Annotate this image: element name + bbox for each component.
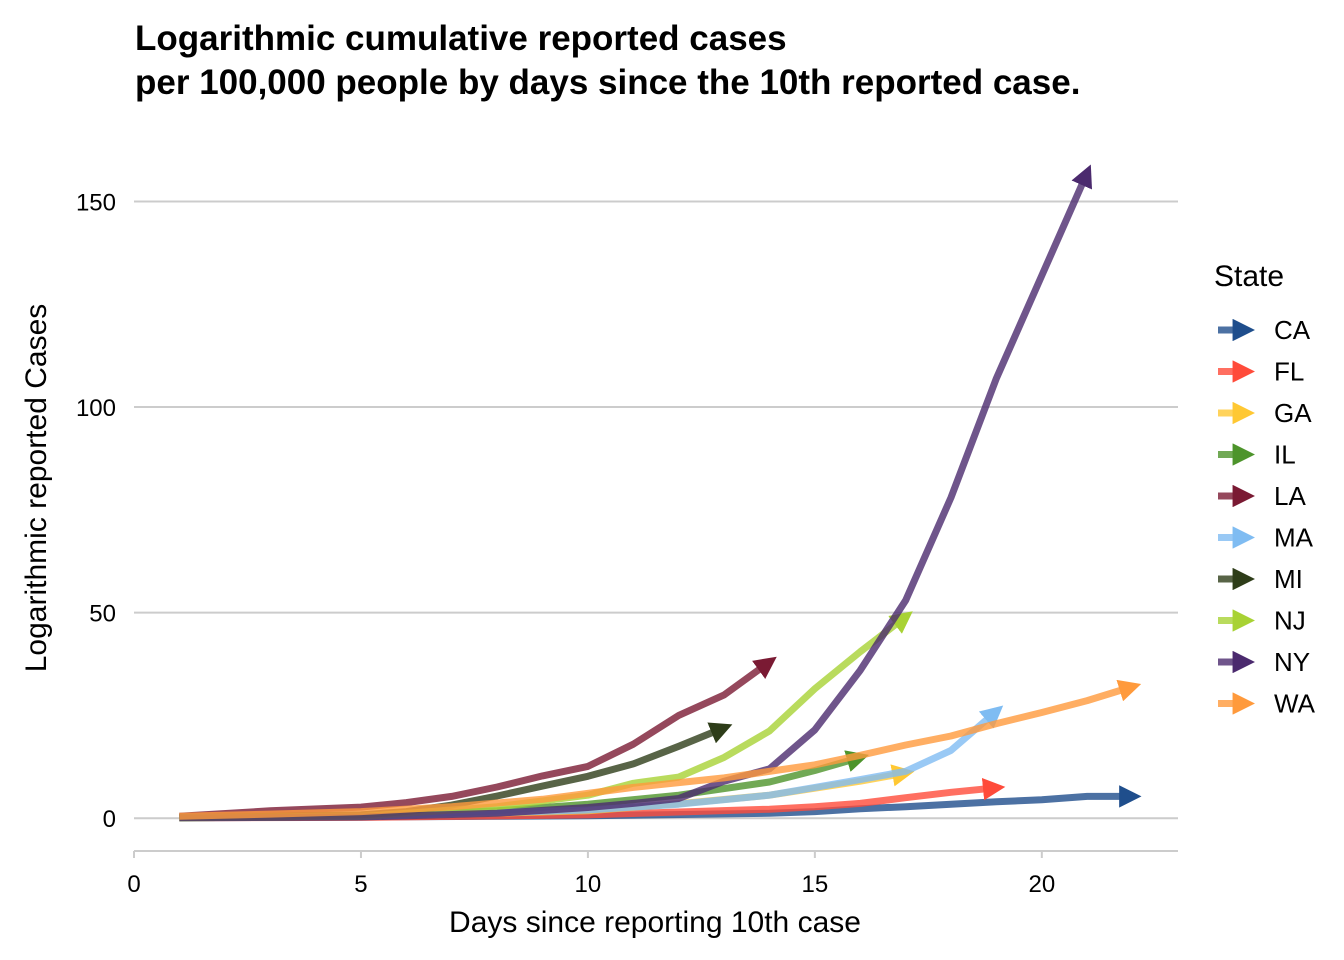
legend-label-nj: NJ bbox=[1274, 606, 1306, 636]
series-lines bbox=[179, 164, 1142, 822]
y-tick-label: 50 bbox=[89, 601, 116, 628]
x-tick-label: 10 bbox=[575, 871, 602, 898]
y-tick-label: 0 bbox=[103, 806, 116, 833]
legend-label-la: LA bbox=[1274, 481, 1306, 511]
x-tick-label: 0 bbox=[127, 871, 140, 898]
series-line-ny bbox=[179, 164, 1093, 822]
x-axis: 0 5 10 15 20 bbox=[127, 850, 1178, 898]
y-axis: 0 50 100 150 bbox=[76, 189, 116, 833]
x-tick-label: 15 bbox=[802, 871, 829, 898]
legend-title: State bbox=[1214, 260, 1284, 293]
legend-label-ny: NY bbox=[1274, 647, 1310, 677]
legend-label-wa: WA bbox=[1274, 689, 1316, 719]
legend-label-fl: FL bbox=[1274, 357, 1304, 387]
series-line-la bbox=[179, 656, 777, 820]
legend-label-ca: CA bbox=[1274, 315, 1311, 345]
legend: CA FL GA IL LA MA MI NJ NY WA bbox=[1218, 315, 1316, 719]
legend-label-il: IL bbox=[1274, 440, 1296, 470]
chart-title-line-1: Logarithmic cumulative reported cases bbox=[135, 19, 787, 58]
y-tick-label: 100 bbox=[76, 395, 116, 422]
legend-label-ma: MA bbox=[1274, 523, 1314, 553]
y-axis-title: Logarithmic reported Cases bbox=[20, 304, 53, 673]
legend-label-mi: MI bbox=[1274, 564, 1303, 594]
y-tick-label: 150 bbox=[76, 189, 116, 216]
legend-label-ga: GA bbox=[1274, 398, 1312, 428]
series-line-wa bbox=[179, 679, 1142, 820]
x-tick-label: 5 bbox=[354, 871, 367, 898]
chart-title-line-2: per 100,000 people by days since the 10t… bbox=[135, 63, 1080, 102]
x-tick-label: 20 bbox=[1028, 871, 1055, 898]
x-axis-title: Days since reporting 10th case bbox=[449, 906, 861, 939]
